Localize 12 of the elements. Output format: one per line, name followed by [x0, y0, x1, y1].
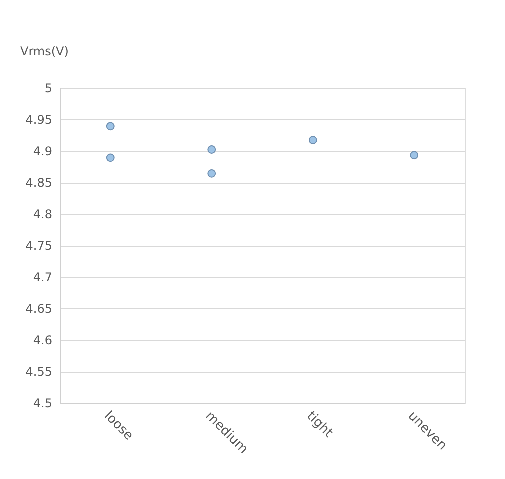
y-axis-title: Vrms(V) [20, 44, 69, 58]
y-tick-label: 4.6 [33, 334, 52, 348]
y-tick-label: 4.95 [26, 113, 52, 127]
y-tick-label: 4.85 [26, 176, 52, 190]
y-tick-label: 4.7 [33, 270, 52, 284]
y-tick-label: 4.8 [33, 208, 52, 222]
y-tick-label: 4.75 [26, 239, 52, 253]
y-tick-label: 5 [44, 82, 52, 96]
y-tick-label: 4.9 [33, 144, 52, 158]
y-tick-label: 4.65 [26, 302, 52, 316]
y-tick-label: 4.5 [33, 396, 52, 410]
y-tick-label: 4.55 [26, 365, 52, 379]
